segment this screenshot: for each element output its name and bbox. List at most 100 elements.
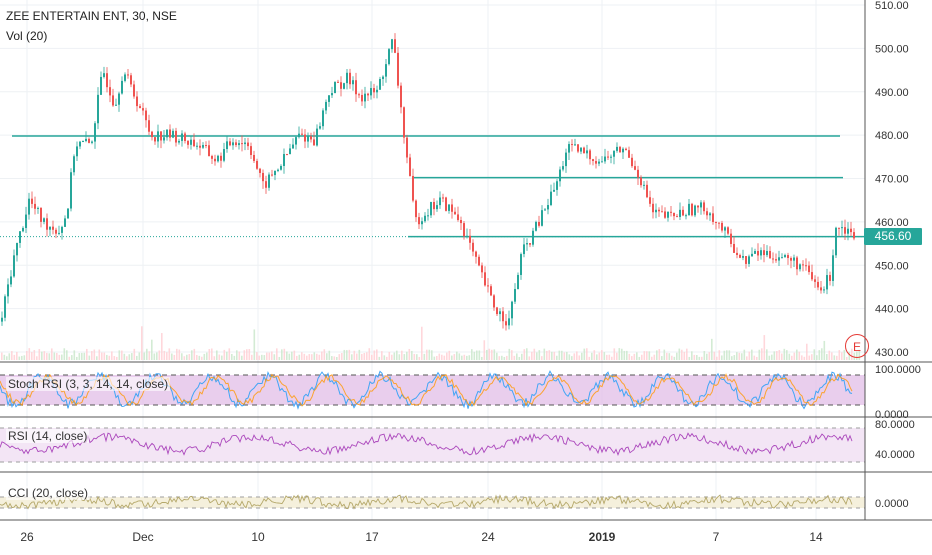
volume-bar (273, 354, 276, 360)
volume-bar (126, 356, 128, 360)
candle-body (307, 136, 309, 142)
volume-bar (678, 348, 681, 360)
volume-bar (438, 353, 441, 360)
volume-bar (466, 355, 468, 360)
volume-bar (291, 351, 293, 360)
candle-body (244, 142, 246, 145)
volume-bar (186, 354, 188, 360)
earnings-badge[interactable]: E (845, 334, 869, 358)
volume-bar (576, 351, 578, 360)
candle-body (385, 64, 387, 77)
volume-bar (383, 355, 386, 360)
candle-body (76, 146, 78, 157)
volume-bar (171, 353, 173, 360)
volume-bar (123, 353, 126, 360)
volume-bar (821, 348, 823, 360)
candle-body (820, 287, 822, 291)
horizontal-levels[interactable] (0, 135, 865, 238)
volume-bar (446, 352, 448, 360)
volume-bar (846, 356, 848, 360)
volume-bar (143, 352, 146, 360)
volume-bar (773, 351, 776, 360)
volume-bar (16, 351, 18, 360)
volume-bar (203, 353, 206, 360)
volume-bar (746, 356, 748, 360)
volume-bar (521, 353, 523, 360)
cci-tick-0: 0.0000 (875, 498, 909, 510)
candle-body (184, 133, 186, 141)
volume-bar (541, 356, 543, 360)
candle-body (394, 39, 396, 53)
volume-bar (128, 354, 131, 360)
volume-bar (836, 355, 838, 360)
volume-bar (578, 355, 581, 360)
volume-bar (106, 354, 108, 360)
candle-body (829, 275, 831, 281)
volume-bar (421, 326, 423, 360)
x-tick-label: 26 (20, 530, 34, 544)
candle-body (214, 158, 216, 162)
candle-body (388, 49, 390, 65)
candle-body (763, 250, 765, 256)
volume-bar (38, 349, 41, 360)
candle-body (367, 93, 369, 96)
volume-bar (61, 354, 63, 360)
candle-body (757, 251, 759, 256)
volume-bar (308, 354, 311, 360)
volume-bar (243, 350, 246, 360)
volume-bar (648, 351, 651, 360)
volume-bar (303, 353, 306, 360)
volume-bar (53, 352, 56, 360)
candle-body (325, 101, 327, 111)
volume-bar (418, 356, 421, 360)
candle-body (232, 142, 234, 146)
volume-bar (56, 352, 58, 360)
candle-body (595, 161, 597, 164)
volume-bar (11, 351, 13, 360)
candle-body (31, 198, 33, 204)
candle-body (469, 235, 471, 243)
volume-bar (373, 350, 376, 360)
candle-body (736, 252, 738, 255)
candle-body (433, 201, 435, 210)
candle-body (844, 227, 846, 234)
candle-body (517, 274, 519, 290)
candle-body (688, 203, 690, 216)
candle-body (496, 307, 498, 315)
y-tick-label: 510.00 (875, 0, 909, 12)
candle-body (544, 209, 546, 211)
volume-bar (321, 351, 323, 360)
volume-bar (566, 351, 568, 360)
volume-bar (33, 350, 36, 360)
volume-bar (596, 354, 598, 360)
volume-bar (361, 353, 363, 360)
volume-bar (666, 352, 668, 360)
volume-bar (503, 356, 506, 360)
candle-body (355, 80, 357, 95)
volume-bar (336, 356, 338, 360)
candle-body (484, 272, 486, 286)
candle-body (106, 73, 108, 88)
volume-bar (258, 355, 261, 360)
volume-bar (603, 352, 606, 360)
candle-body (598, 161, 600, 164)
candle-body (616, 146, 618, 151)
volume-bar (653, 354, 656, 360)
candle-body (685, 215, 687, 217)
candle-body (646, 184, 648, 198)
volume-bar (113, 356, 116, 360)
candle-body (151, 131, 153, 138)
volume-bar (278, 356, 281, 360)
candle-body (676, 216, 678, 218)
volume-bar (751, 349, 753, 360)
volume-bar (843, 349, 846, 360)
candle-body (850, 228, 852, 233)
candle-body (256, 160, 258, 169)
volume-bar (436, 355, 438, 360)
volume-bar (461, 355, 463, 360)
candle-body (439, 197, 441, 206)
volume-bar (236, 350, 238, 360)
volume-bar (561, 350, 563, 360)
